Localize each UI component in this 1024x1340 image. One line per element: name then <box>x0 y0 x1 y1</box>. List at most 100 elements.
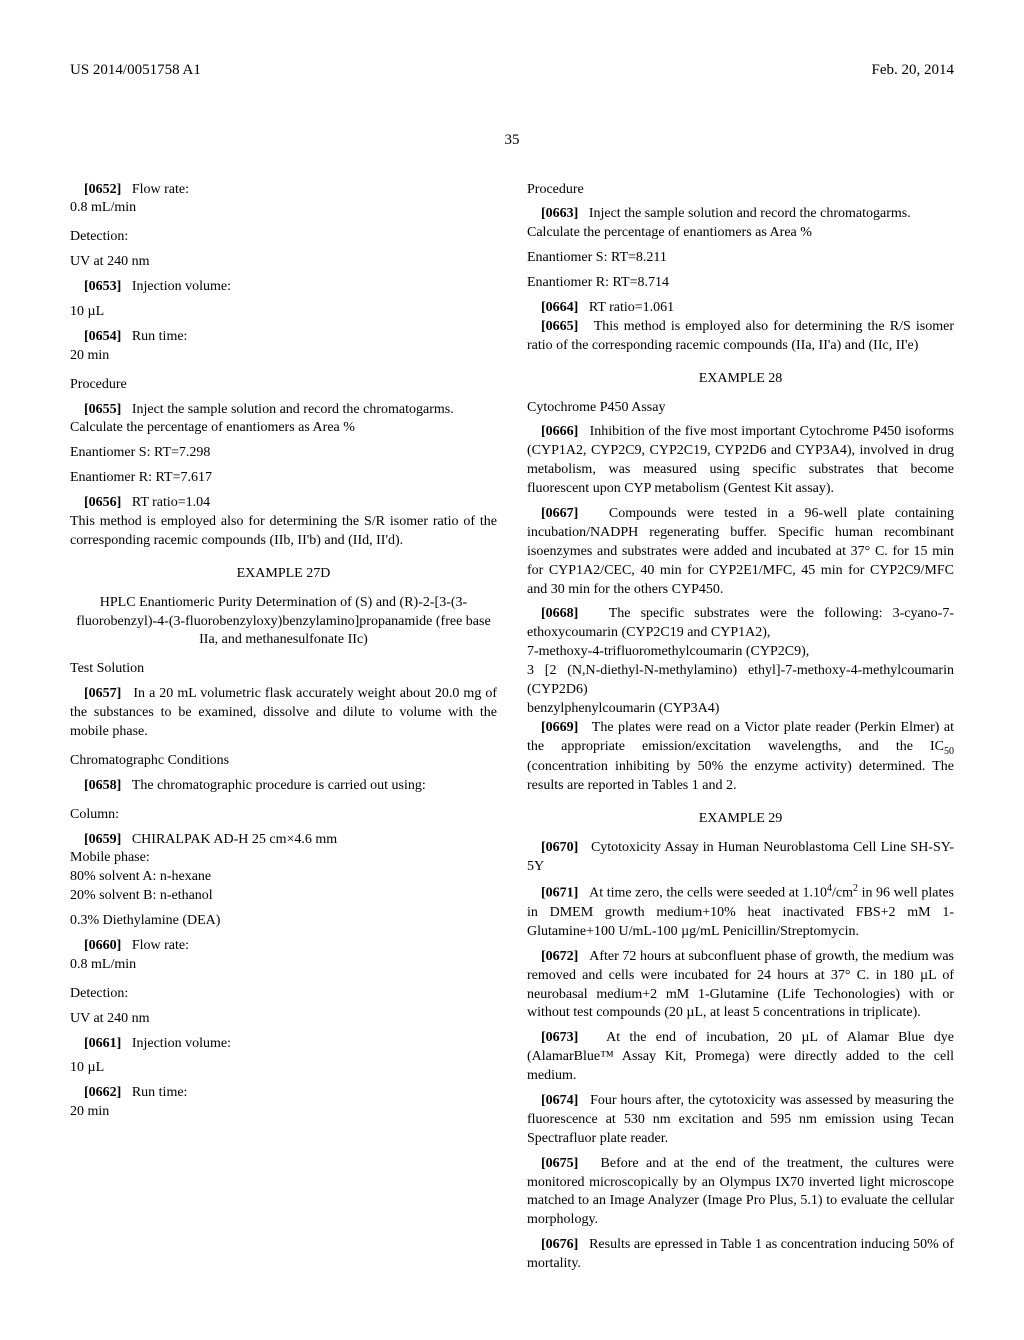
para-text: Before and at the end of the treatment, … <box>527 1156 954 1228</box>
para-num: [0665] <box>541 319 578 334</box>
para-0666: [0666] Inhibition of the five most impor… <box>527 423 954 499</box>
para-0670: [0670] Cytotoxicity Assay in Human Neuro… <box>527 839 954 877</box>
para-num: [0664] <box>541 300 578 315</box>
para-0655: [0655] Inject the sample solution and re… <box>70 401 497 420</box>
para-text: Inhibition of the five most important Cy… <box>527 424 954 496</box>
para-text: RT ratio=1.061 <box>589 300 674 315</box>
para-0654: [0654] Run time: <box>70 328 497 347</box>
para-text: The chromatographic procedure is carried… <box>132 778 426 793</box>
procedure-r: Procedure <box>527 181 954 200</box>
para-num: [0676] <box>541 1237 578 1252</box>
para-num: [0671] <box>541 886 578 901</box>
right-column: Procedure [0663] Inject the sample solut… <box>527 181 954 1280</box>
calc-text-r: Calculate the percentage of enantiomers … <box>527 224 954 243</box>
para-0653: [0653] Injection volume: <box>70 278 497 297</box>
flow-rate-2: 0.8 mL/min <box>70 956 497 975</box>
para-num: [0654] <box>84 329 121 344</box>
para-0658: [0658] The chromatographic procedure is … <box>70 777 497 796</box>
para-text-a: The plates were read on a Victor plate r… <box>527 720 954 754</box>
example-28-heading: EXAMPLE 28 <box>527 370 954 389</box>
para-text: Injection volume: <box>132 279 231 294</box>
para-text: Flow rate: <box>132 938 189 953</box>
para-0664: [0664] RT ratio=1.061 <box>527 299 954 318</box>
para-0672: [0672] After 72 hours at subconfluent ph… <box>527 948 954 1024</box>
para-text: RT ratio=1.04 <box>132 495 210 510</box>
detection-heading: Detection: <box>70 228 497 247</box>
para-text: At the end of incubation, 20 µL of Alama… <box>527 1030 954 1083</box>
para-num: [0652] <box>84 182 121 197</box>
example-27d-heading: EXAMPLE 27D <box>70 565 497 584</box>
para-text: Run time: <box>132 1085 188 1100</box>
para-text: Cytotoxicity Assay in Human Neuroblastom… <box>527 840 954 874</box>
enant-s: Enantiomer S: RT=7.298 <box>70 444 497 463</box>
para-num: [0672] <box>541 949 578 964</box>
para-0661: [0661] Injection volume: <box>70 1035 497 1054</box>
cyp-assay-heading: Cytochrome P450 Assay <box>527 399 954 418</box>
para-num: [0668] <box>541 606 578 621</box>
substrate-4: benzylphenylcoumarin (CYP3A4) <box>527 700 954 719</box>
run-time-2: 20 min <box>70 1103 497 1122</box>
uv-value: UV at 240 nm <box>70 253 497 272</box>
para-num: [0660] <box>84 938 121 953</box>
para-num: [0655] <box>84 402 121 417</box>
flow-rate-value: 0.8 mL/min <box>70 199 497 218</box>
para-0675: [0675] Before and at the end of the trea… <box>527 1155 954 1231</box>
para-num: [0675] <box>541 1156 578 1171</box>
para-0657: [0657] In a 20 mL volumetric flask accur… <box>70 685 497 742</box>
dea: 0.3% Diethylamine (DEA) <box>70 912 497 931</box>
para-0676: [0676] Results are epressed in Table 1 a… <box>527 1236 954 1274</box>
para-num: [0662] <box>84 1085 121 1100</box>
detection-2: Detection: <box>70 985 497 1004</box>
left-column: [0652] Flow rate: 0.8 mL/min Detection: … <box>70 181 497 1280</box>
solv-b: 20% solvent B: n-ethanol <box>70 887 497 906</box>
para-0665: [0665] This method is employed also for … <box>527 318 954 356</box>
para-num: [0667] <box>541 506 578 521</box>
test-solution-heading: Test Solution <box>70 660 497 679</box>
para-text: Injection volume: <box>132 1036 231 1051</box>
run-time: 20 min <box>70 347 497 366</box>
para-0652: [0652] Flow rate: <box>70 181 497 200</box>
para-text: Inject the sample solution and record th… <box>132 402 454 417</box>
para-text: Run time: <box>132 329 188 344</box>
para-num: [0666] <box>541 424 578 439</box>
pub-date: Feb. 20, 2014 <box>872 60 955 80</box>
chrom-cond-heading: Chromatographc Conditions <box>70 752 497 771</box>
content-columns: [0652] Flow rate: 0.8 mL/min Detection: … <box>70 181 954 1280</box>
inj-vol-2: 10 µL <box>70 1059 497 1078</box>
para-0668: [0668] The specific substrates were the … <box>527 605 954 643</box>
para-text-a: At time zero, the cells were seeded at 1… <box>589 886 827 901</box>
para-num: [0659] <box>84 832 121 847</box>
para-0662: [0662] Run time: <box>70 1084 497 1103</box>
para-text: In a 20 mL volumetric flask accurately w… <box>70 686 497 739</box>
enant-r: Enantiomer R: RT=7.617 <box>70 469 497 488</box>
para-0667: [0667] Compounds were tested in a 96-wel… <box>527 505 954 599</box>
procedure-heading: Procedure <box>70 376 497 395</box>
page-header: US 2014/0051758 A1 Feb. 20, 2014 <box>70 60 954 80</box>
para-0656: [0656] RT ratio=1.04 <box>70 494 497 513</box>
column-heading: Column: <box>70 806 497 825</box>
enant-r-r: Enantiomer R: RT=8.714 <box>527 274 954 293</box>
ic50-sub: 50 <box>944 745 954 756</box>
para-0663: [0663] Inject the sample solution and re… <box>527 205 954 224</box>
para-text: Four hours after, the cytotoxicity was a… <box>527 1093 954 1146</box>
para-text: After 72 hours at subconfluent phase of … <box>527 949 954 1021</box>
inj-vol: 10 µL <box>70 303 497 322</box>
para-0673: [0673] At the end of incubation, 20 µL o… <box>527 1029 954 1086</box>
mobile-phase: Mobile phase: <box>70 849 497 868</box>
para-num: [0656] <box>84 495 121 510</box>
para-text: CHIRALPAK AD-H 25 cm×4.6 mm <box>132 832 337 847</box>
ex27d-title: HPLC Enantiomeric Purity Determination o… <box>70 594 497 651</box>
para-num: [0673] <box>541 1030 578 1045</box>
pub-number: US 2014/0051758 A1 <box>70 60 201 80</box>
para-0671: [0671] At time zero, the cells were seed… <box>527 882 954 941</box>
para-text: Results are epressed in Table 1 as conce… <box>527 1237 954 1271</box>
para-0669: [0669] The plates were read on a Victor … <box>527 719 954 796</box>
para-0674: [0674] Four hours after, the cytotoxicit… <box>527 1092 954 1149</box>
page-number: 35 <box>70 130 954 150</box>
para-text: This method is employed also for determi… <box>527 319 954 353</box>
para-text: Inject the sample solution and record th… <box>589 206 911 221</box>
para-text: Flow rate: <box>132 182 189 197</box>
enant-s-r: Enantiomer S: RT=8.211 <box>527 249 954 268</box>
para-0656-follow: This method is employed also for determi… <box>70 513 497 551</box>
para-0660: [0660] Flow rate: <box>70 937 497 956</box>
